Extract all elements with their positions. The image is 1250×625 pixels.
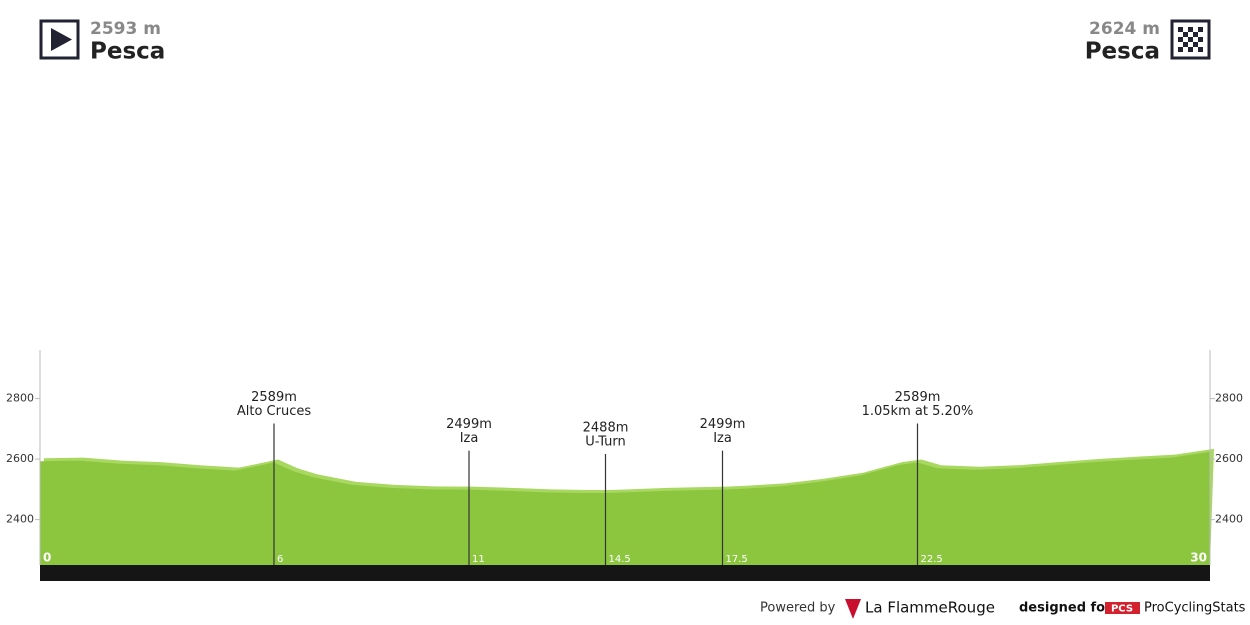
x-tick-label: 0 bbox=[43, 551, 51, 565]
finish-icon bbox=[1170, 19, 1211, 60]
brand: La FlammeRouge bbox=[865, 599, 995, 617]
start-icon-arrow bbox=[51, 28, 72, 51]
marker-km: 14.5 bbox=[609, 554, 631, 565]
marker-name: U-Turn bbox=[585, 435, 626, 450]
powered-by: Powered by bbox=[760, 601, 836, 616]
y-tick-label: 2400 bbox=[1215, 513, 1243, 526]
marker-km: 6 bbox=[277, 554, 283, 565]
flamme-logo bbox=[845, 599, 861, 619]
x-tick-label: 30 bbox=[1190, 551, 1207, 565]
y-tick-label: 2800 bbox=[6, 392, 34, 405]
marker-km: 11 bbox=[472, 554, 485, 565]
marker-name: Iza bbox=[460, 431, 479, 446]
start-elevation: 2593 m bbox=[90, 19, 161, 39]
site-name: ProCyclingStats bbox=[1144, 601, 1246, 616]
marker-name: Iza bbox=[713, 431, 732, 446]
marker-elevation: 2488m bbox=[583, 421, 629, 436]
finish-name: Pesca bbox=[1085, 39, 1160, 65]
marker-km: 22.5 bbox=[921, 554, 943, 565]
y-tick-label: 2600 bbox=[1215, 452, 1243, 465]
pcs-text: PCS bbox=[1111, 604, 1133, 615]
pcs-logo bbox=[1105, 602, 1140, 614]
finish-flag bbox=[1178, 27, 1203, 52]
start-icon bbox=[39, 19, 80, 60]
road-bar bbox=[40, 565, 1210, 581]
designed-for: designed for bbox=[1019, 601, 1112, 616]
marker-name: Alto Cruces bbox=[237, 404, 311, 419]
finish-elevation: 2624 m bbox=[1089, 19, 1160, 39]
y-tick-label: 2800 bbox=[1215, 392, 1243, 405]
y-tick-label: 2600 bbox=[6, 452, 34, 465]
start-name: Pesca bbox=[90, 39, 165, 65]
marker-elevation: 2589m bbox=[895, 390, 941, 405]
marker-name: 1.05km at 5.20% bbox=[862, 404, 974, 419]
y-tick-label: 2400 bbox=[6, 513, 34, 526]
marker-elevation: 2499m bbox=[446, 417, 492, 432]
marker-elevation: 2499m bbox=[700, 417, 746, 432]
marker-elevation: 2589m bbox=[251, 390, 297, 405]
marker-km: 17.5 bbox=[726, 554, 748, 565]
